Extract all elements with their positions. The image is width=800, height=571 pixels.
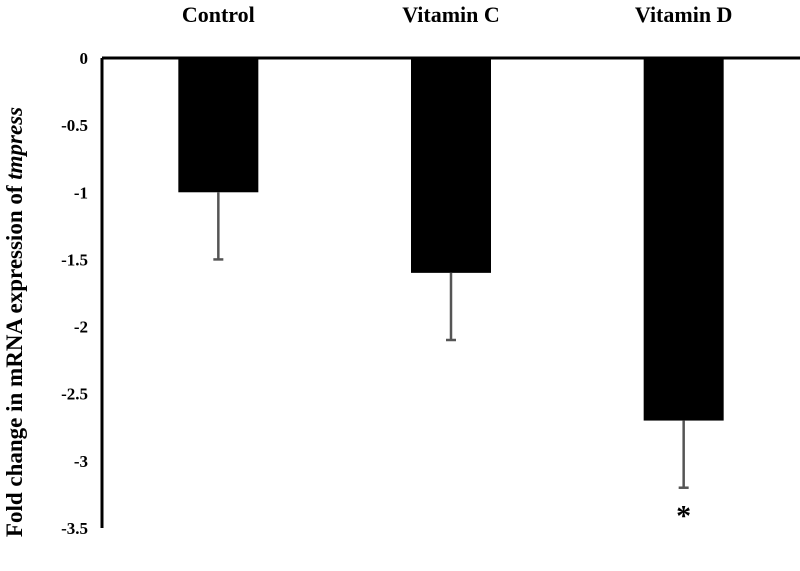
y-tick-label: -3.5 xyxy=(61,519,88,538)
bars xyxy=(178,58,724,421)
y-tick-labels: 0 -0.5 -1 -1.5 -2 -2.5 -3 -3.5 xyxy=(61,49,88,538)
y-tick-label: -2.5 xyxy=(61,385,88,404)
category-label: Vitamin C xyxy=(402,2,500,27)
y-axis-title-text: Fold change in mRNA expression of xyxy=(2,180,27,537)
significance-marker: * xyxy=(676,500,691,533)
y-axis-title-italic: tmpress xyxy=(2,107,27,180)
y-tick-label: -1 xyxy=(74,183,88,202)
annotations: * xyxy=(676,500,691,533)
y-axis-title: Fold change in mRNA expression of tmpres… xyxy=(2,107,27,537)
bar xyxy=(643,58,724,421)
category-label: Vitamin D xyxy=(635,2,733,27)
category-labels: Control Vitamin C Vitamin D xyxy=(182,2,733,27)
y-tick-label: 0 xyxy=(80,49,89,68)
bar xyxy=(178,58,259,193)
y-tick-label: -3 xyxy=(74,452,88,471)
y-tick-label: -2 xyxy=(74,318,88,337)
error-bars xyxy=(213,192,689,489)
category-label: Control xyxy=(182,2,255,27)
y-tick-label: -0.5 xyxy=(61,116,88,135)
bar xyxy=(411,58,491,273)
y-axis xyxy=(100,56,800,528)
y-tick-label: -1.5 xyxy=(61,250,88,269)
